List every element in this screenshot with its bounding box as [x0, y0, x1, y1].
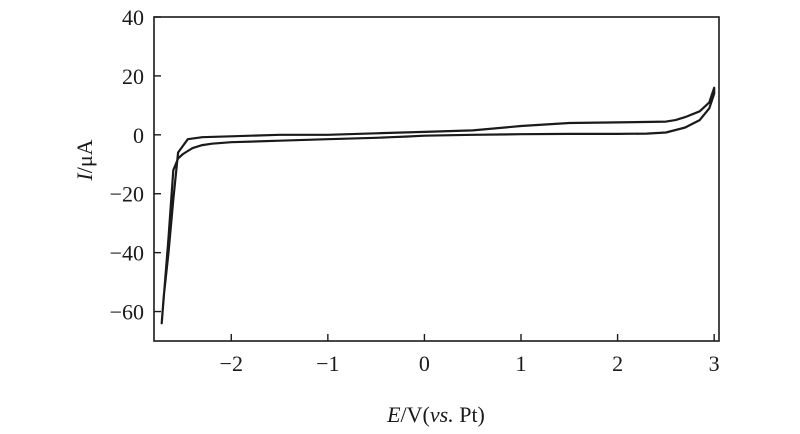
x-tick-label: 1: [516, 351, 527, 376]
x-axis-title: E/V(vs. Pt): [386, 402, 485, 427]
x-axis-ticks: −2 −1 0 1 2 3: [220, 334, 720, 376]
y-axis-ticks: −60 −40 −20 0 20 40: [110, 5, 161, 325]
x-tick-label: 3: [709, 351, 720, 376]
y-tick-label: 40: [122, 5, 144, 30]
y-axis-title: I/μA: [72, 139, 97, 181]
x-tick-label: −2: [220, 351, 243, 376]
y-tick-label: 20: [122, 64, 144, 89]
cv-curve-line: [160, 86, 716, 325]
plot-frame: [153, 16, 720, 342]
x-tick-label: 0: [419, 351, 430, 376]
y-tick-label: 0: [133, 123, 144, 148]
cv-curve-group: [160, 86, 716, 325]
y-tick-label: −60: [110, 300, 144, 325]
x-tick-label: 2: [612, 351, 623, 376]
y-tick-label: −40: [110, 241, 144, 266]
x-tick-label: −1: [316, 351, 339, 376]
y-tick-label: −20: [110, 182, 144, 207]
